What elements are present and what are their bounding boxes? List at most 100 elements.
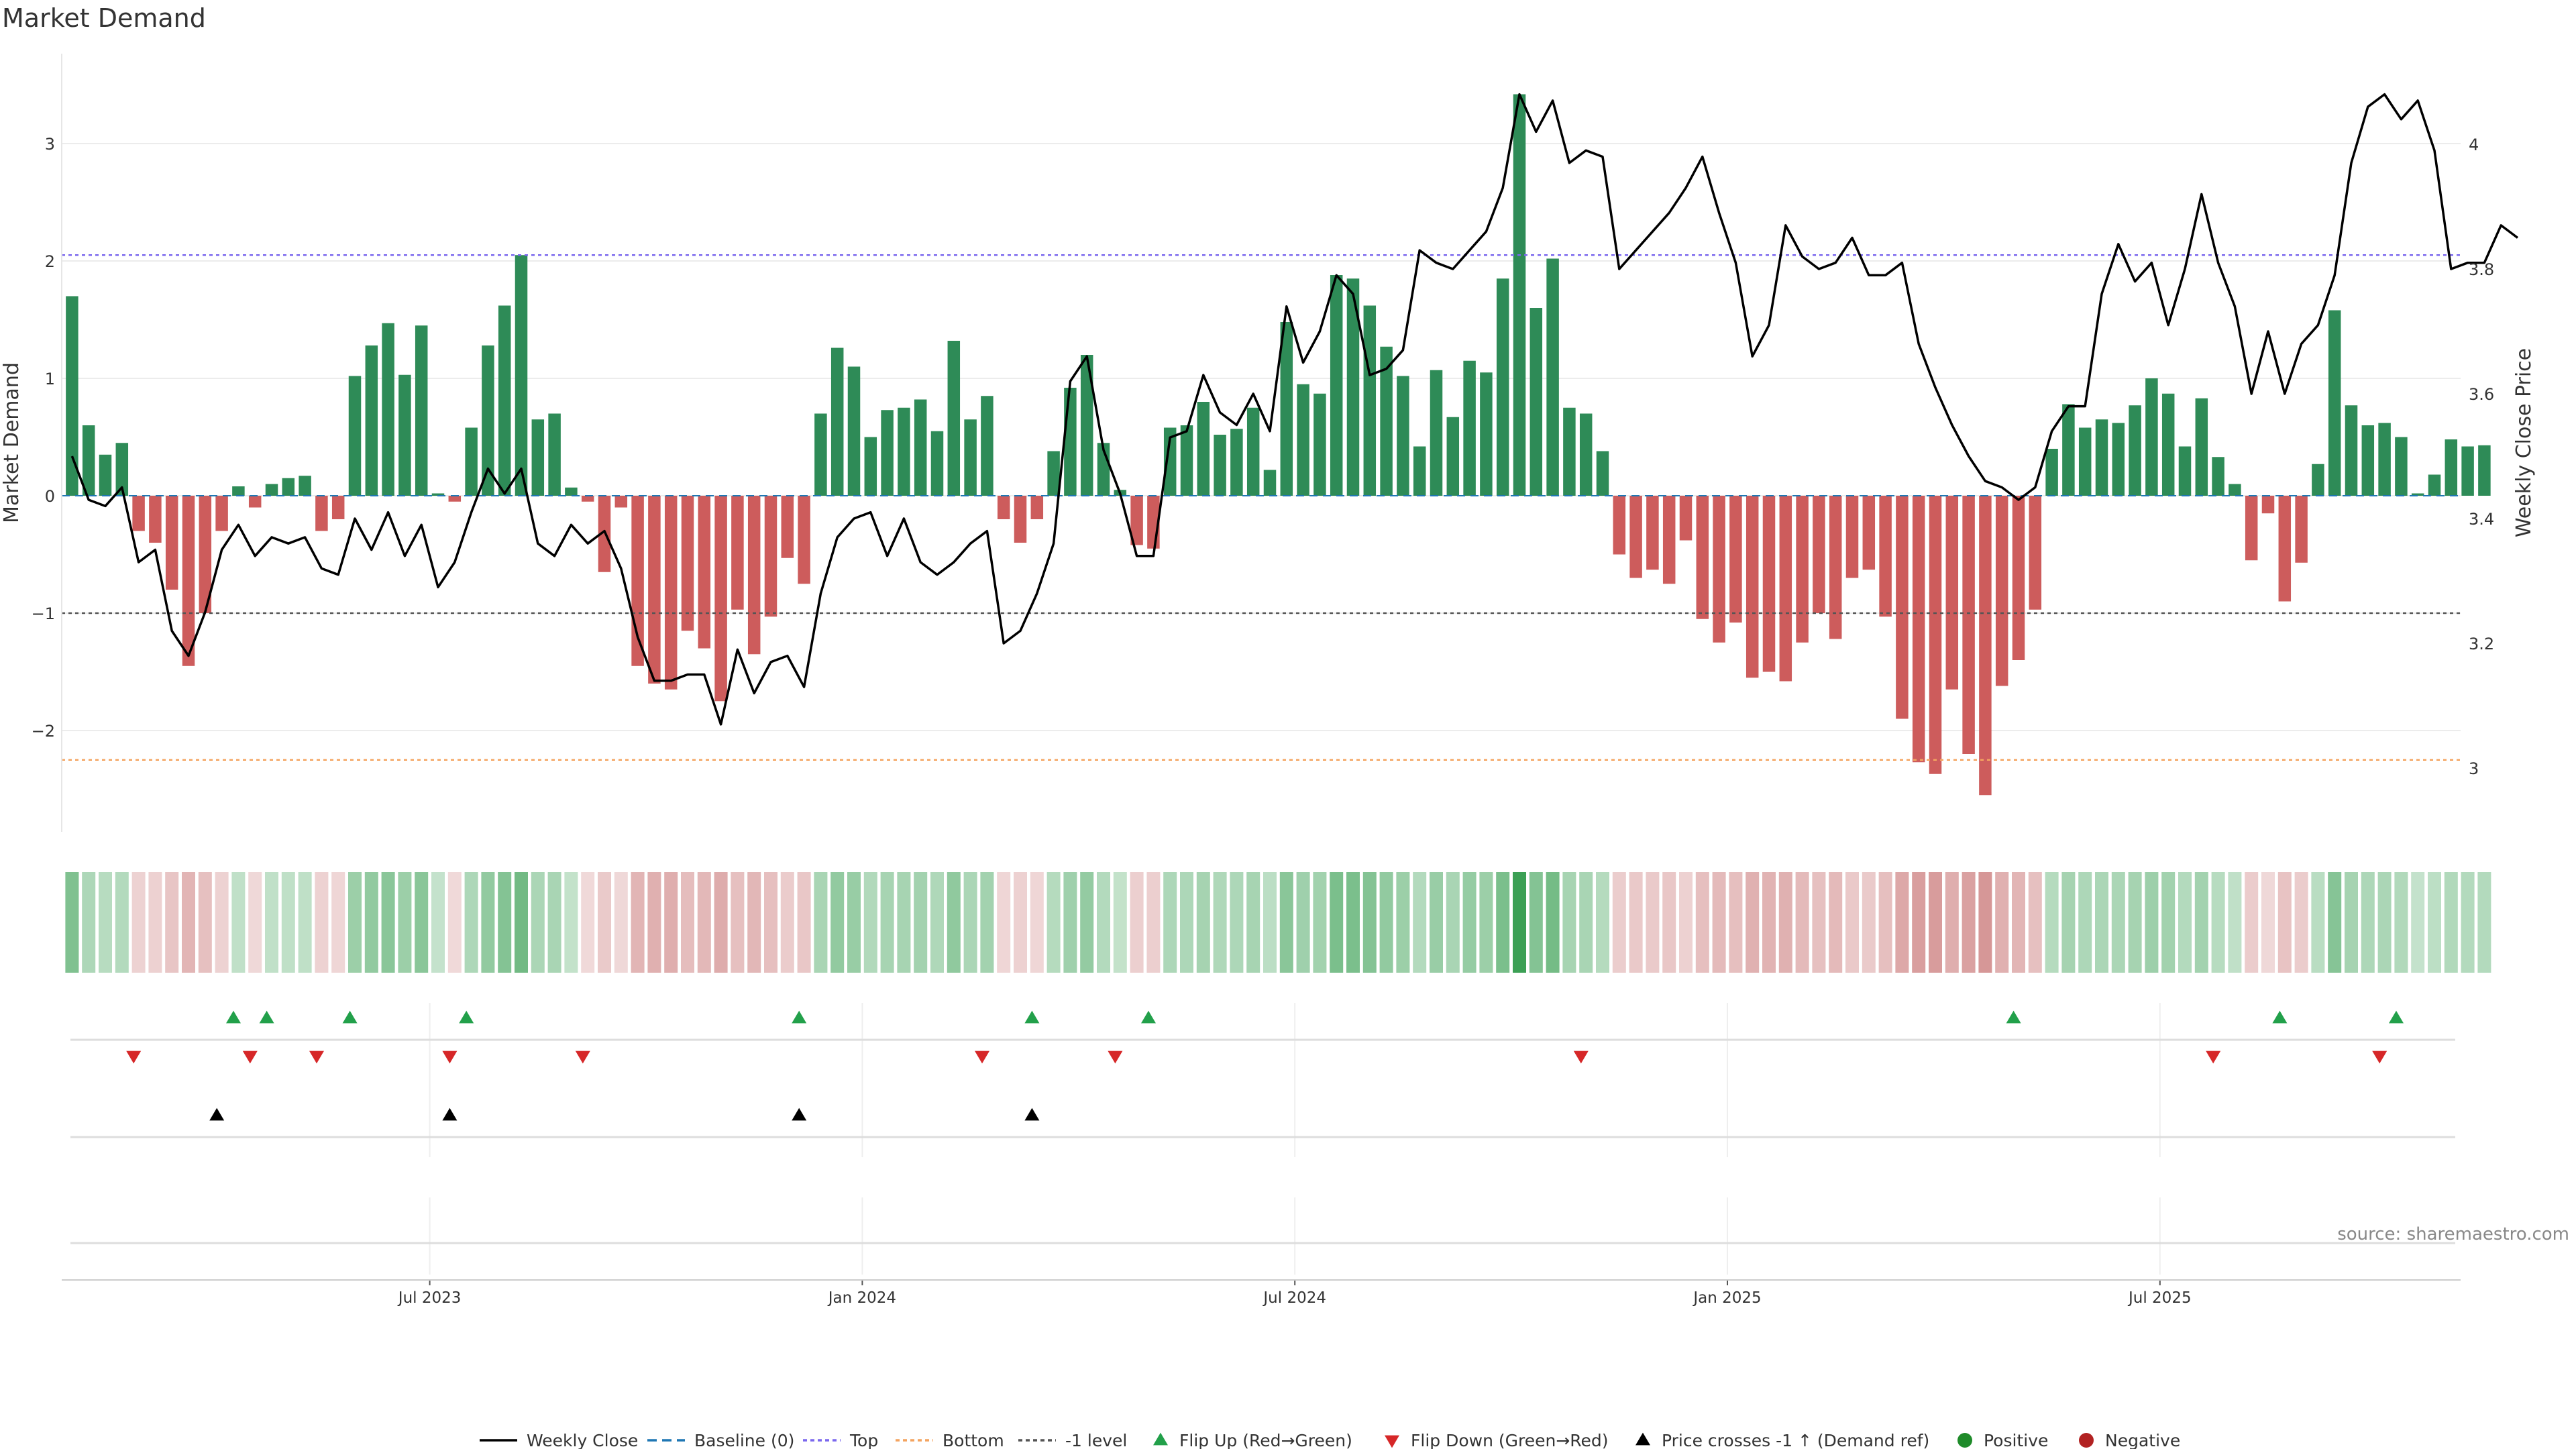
heat-strip	[65, 872, 2491, 973]
y2-axis-title: Weekly Close Price	[2512, 348, 2536, 537]
demand-bar-positive	[66, 296, 78, 496]
demand-bar-negative	[1629, 496, 1642, 578]
heat-cell	[1962, 872, 1976, 973]
demand-bar-positive	[232, 486, 245, 496]
demand-bar-positive	[898, 407, 910, 496]
demand-bar-positive	[2411, 493, 2424, 496]
heat-cell	[1263, 872, 1277, 973]
y-tick-label: 0	[45, 487, 55, 506]
demand-bar-negative	[648, 496, 661, 684]
demand-bar-positive	[981, 396, 994, 496]
heat-cell	[2111, 872, 2125, 973]
demand-bar-negative	[1130, 496, 1143, 545]
heat-cell	[82, 872, 96, 973]
demand-bar-positive	[847, 366, 861, 496]
heat-cell	[2345, 872, 2358, 973]
demand-bar-positive	[1563, 407, 1576, 496]
demand-bar-positive	[881, 410, 894, 496]
heat-cell	[2328, 872, 2342, 973]
heat-cell	[131, 872, 146, 973]
demand-bar-positive	[482, 345, 494, 496]
heat-cell	[1430, 872, 1443, 973]
heat-cell	[1446, 872, 1460, 973]
demand-bar-negative	[149, 496, 162, 543]
heat-cell	[1929, 872, 1942, 973]
heat-cell	[2078, 872, 2092, 973]
legend-label: Negative	[2105, 1431, 2180, 1449]
flip-down-marker	[126, 1051, 142, 1064]
demand-bar-positive	[1346, 278, 1360, 496]
heat-cell	[714, 872, 728, 973]
demand-bar-negative	[1679, 496, 1693, 541]
reference-lines	[62, 254, 2461, 761]
demand-bar-negative	[1646, 496, 1659, 570]
heat-cell	[1296, 872, 1310, 973]
demand-bar-negative	[997, 496, 1010, 519]
heat-cell	[2095, 872, 2108, 973]
heat-cell	[415, 872, 429, 973]
heat-cell	[1313, 872, 1327, 973]
heat-cell	[1862, 872, 1876, 973]
heat-cell	[1945, 872, 1959, 973]
legend-label: Flip Up (Red→Green)	[1179, 1431, 1352, 1449]
heat-cell	[1912, 872, 1926, 973]
heat-cell	[2245, 872, 2259, 973]
heat-cell	[1180, 872, 1193, 973]
heat-cell	[863, 872, 877, 973]
demand-bar-negative	[1912, 496, 1925, 763]
price-line-group	[70, 93, 2519, 726]
demand-bar-negative	[1845, 496, 1859, 578]
heat-cell	[581, 872, 595, 973]
demand-bar-positive	[365, 345, 378, 496]
flip-down-marker	[309, 1051, 324, 1064]
heat-cell	[1097, 872, 1110, 973]
legend-symbol	[1385, 1435, 1399, 1448]
heat-cell	[2194, 872, 2208, 973]
demand-bar-positive	[964, 419, 977, 496]
heat-cell	[198, 872, 212, 973]
demand-bar-positive	[1513, 94, 1526, 496]
heat-cell	[697, 872, 711, 973]
flip-down-marker	[1108, 1051, 1123, 1064]
heat-cell	[1845, 872, 1859, 973]
demand-bar-positive	[1397, 376, 1409, 496]
demand-bar-negative	[2295, 496, 2308, 563]
demand-bar-negative	[1979, 496, 1992, 796]
demand-bar-negative	[1879, 496, 1892, 617]
heat-cell	[348, 872, 362, 973]
heat-cell	[265, 872, 278, 973]
demand-bar-negative	[1945, 496, 1959, 690]
demand-bar-positive	[1047, 451, 1060, 496]
heat-cell	[947, 872, 961, 973]
heat-cell	[1829, 872, 1843, 973]
demand-bar-negative	[1762, 496, 1776, 672]
heat-cell	[1878, 872, 1892, 973]
heat-cell	[2228, 872, 2242, 973]
demand-bar-positive	[1214, 435, 1226, 496]
heat-cell	[1629, 872, 1643, 973]
demand-bar-negative	[1030, 496, 1044, 519]
heat-cell	[165, 872, 179, 973]
heat-cell	[681, 872, 694, 973]
demand-bar-positive	[2395, 437, 2408, 496]
heat-cell	[1279, 872, 1293, 973]
heat-cell	[65, 872, 79, 973]
flip-up-marker	[2272, 1010, 2288, 1024]
heat-cell	[248, 872, 262, 973]
heat-cell	[481, 872, 495, 973]
heat-cell	[2477, 872, 2491, 973]
heat-cell	[531, 872, 545, 973]
demand-bar-negative	[664, 496, 678, 690]
heat-cell	[1346, 872, 1360, 973]
demand-bar-positive	[2129, 405, 2141, 496]
demand-bar-positive	[1579, 413, 1593, 496]
heat-cell	[331, 872, 345, 973]
heat-cell	[447, 872, 462, 973]
demand-bar-negative	[2278, 496, 2292, 602]
demand-bar-positive	[914, 399, 927, 496]
heat-cell	[1812, 872, 1826, 973]
legend-minus-one: -1 level	[1018, 1431, 1127, 1449]
heat-cell	[631, 872, 645, 973]
demand-bar-negative	[165, 496, 178, 590]
